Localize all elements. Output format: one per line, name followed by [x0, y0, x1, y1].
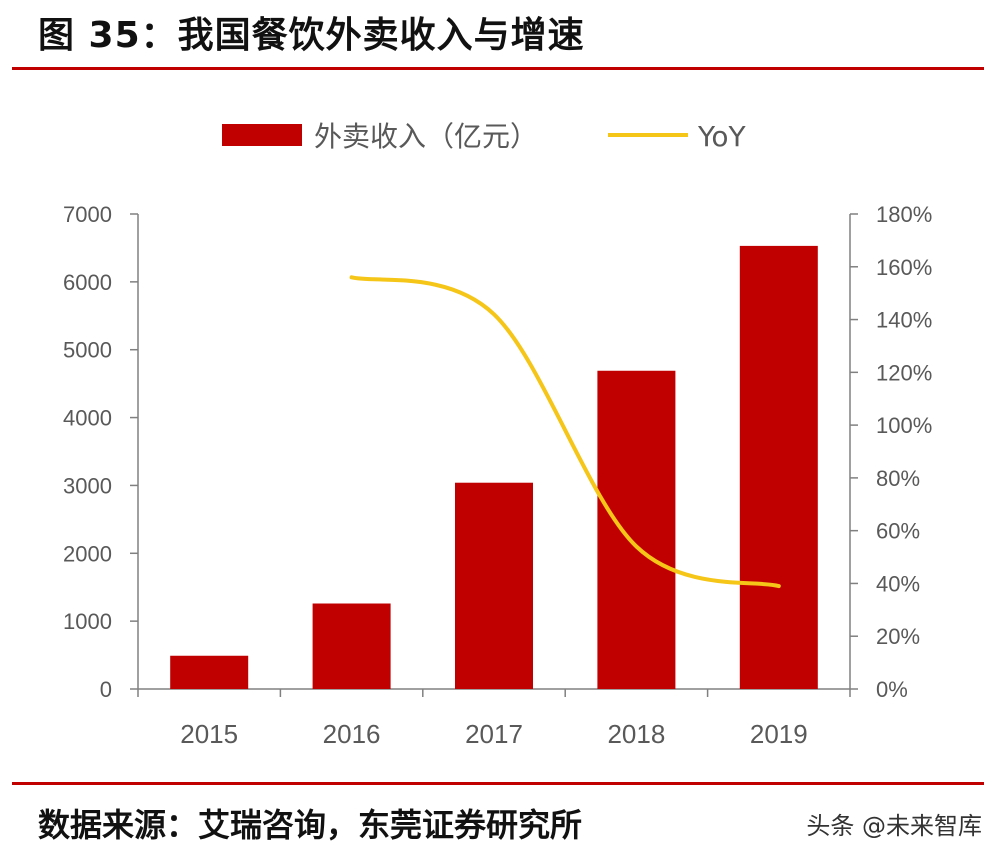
- right-tick-label: 120%: [876, 360, 932, 385]
- right-tick-label: 20%: [876, 624, 920, 649]
- left-tick-label: 0: [100, 677, 112, 702]
- bar-2015: [170, 655, 249, 689]
- left-tick-label: 5000: [63, 338, 112, 363]
- tick-labels: 0 1000 2000 3000 4000 5000 6000 7000 0% 20% 40% 60%…: [63, 202, 932, 749]
- right-tick-label: 180%: [876, 202, 932, 227]
- yoy-line-group: [349, 275, 781, 589]
- legend-label-yoy: YoY: [697, 120, 747, 153]
- x-tick-label: 2016: [323, 719, 381, 749]
- top-rule: [12, 67, 984, 70]
- right-tick-label: 80%: [876, 466, 920, 491]
- right-tick-label: 40%: [876, 571, 920, 596]
- x-tick-label: 2018: [607, 719, 665, 749]
- legend-label-revenue: 外卖收入（亿元）: [314, 120, 538, 153]
- bar-2016: [312, 603, 391, 689]
- bar-2019: [739, 245, 818, 689]
- right-tick-label: 60%: [876, 519, 920, 544]
- source-note: 数据来源：艾瑞咨询，东莞证券研究所: [38, 806, 583, 844]
- bars: [170, 245, 818, 689]
- bottom-rule: [12, 782, 984, 785]
- left-tick-label: 7000: [63, 202, 112, 227]
- x-tick-label: 2015: [180, 719, 238, 749]
- x-tick-label: 2019: [750, 719, 808, 749]
- legend: 外卖收入（亿元） YoY: [222, 120, 747, 153]
- left-tick-label: 2000: [63, 541, 112, 566]
- chart: 外卖收入（亿元） YoY 0 1000 2000 3000 4000 5000 6000 70…: [63, 120, 932, 749]
- left-tick-label: 4000: [63, 406, 112, 431]
- legend-swatch-revenue: [222, 124, 302, 146]
- page-title: 图 35：我国餐饮外卖收入与增速: [38, 15, 585, 56]
- left-tick-label: 1000: [63, 609, 112, 634]
- x-tick-label: 2017: [465, 719, 523, 749]
- right-tick-label: 160%: [876, 255, 932, 280]
- right-tick-label: 0%: [876, 677, 908, 702]
- yoy-line: [349, 275, 781, 589]
- watermark: 头条 @未来智库: [806, 812, 982, 840]
- right-tick-label: 100%: [876, 413, 932, 438]
- left-tick-label: 3000: [63, 473, 112, 498]
- right-tick-label: 140%: [876, 308, 932, 333]
- bar-2018: [597, 370, 676, 689]
- bar-2017: [455, 482, 533, 689]
- left-tick-label: 6000: [63, 270, 112, 295]
